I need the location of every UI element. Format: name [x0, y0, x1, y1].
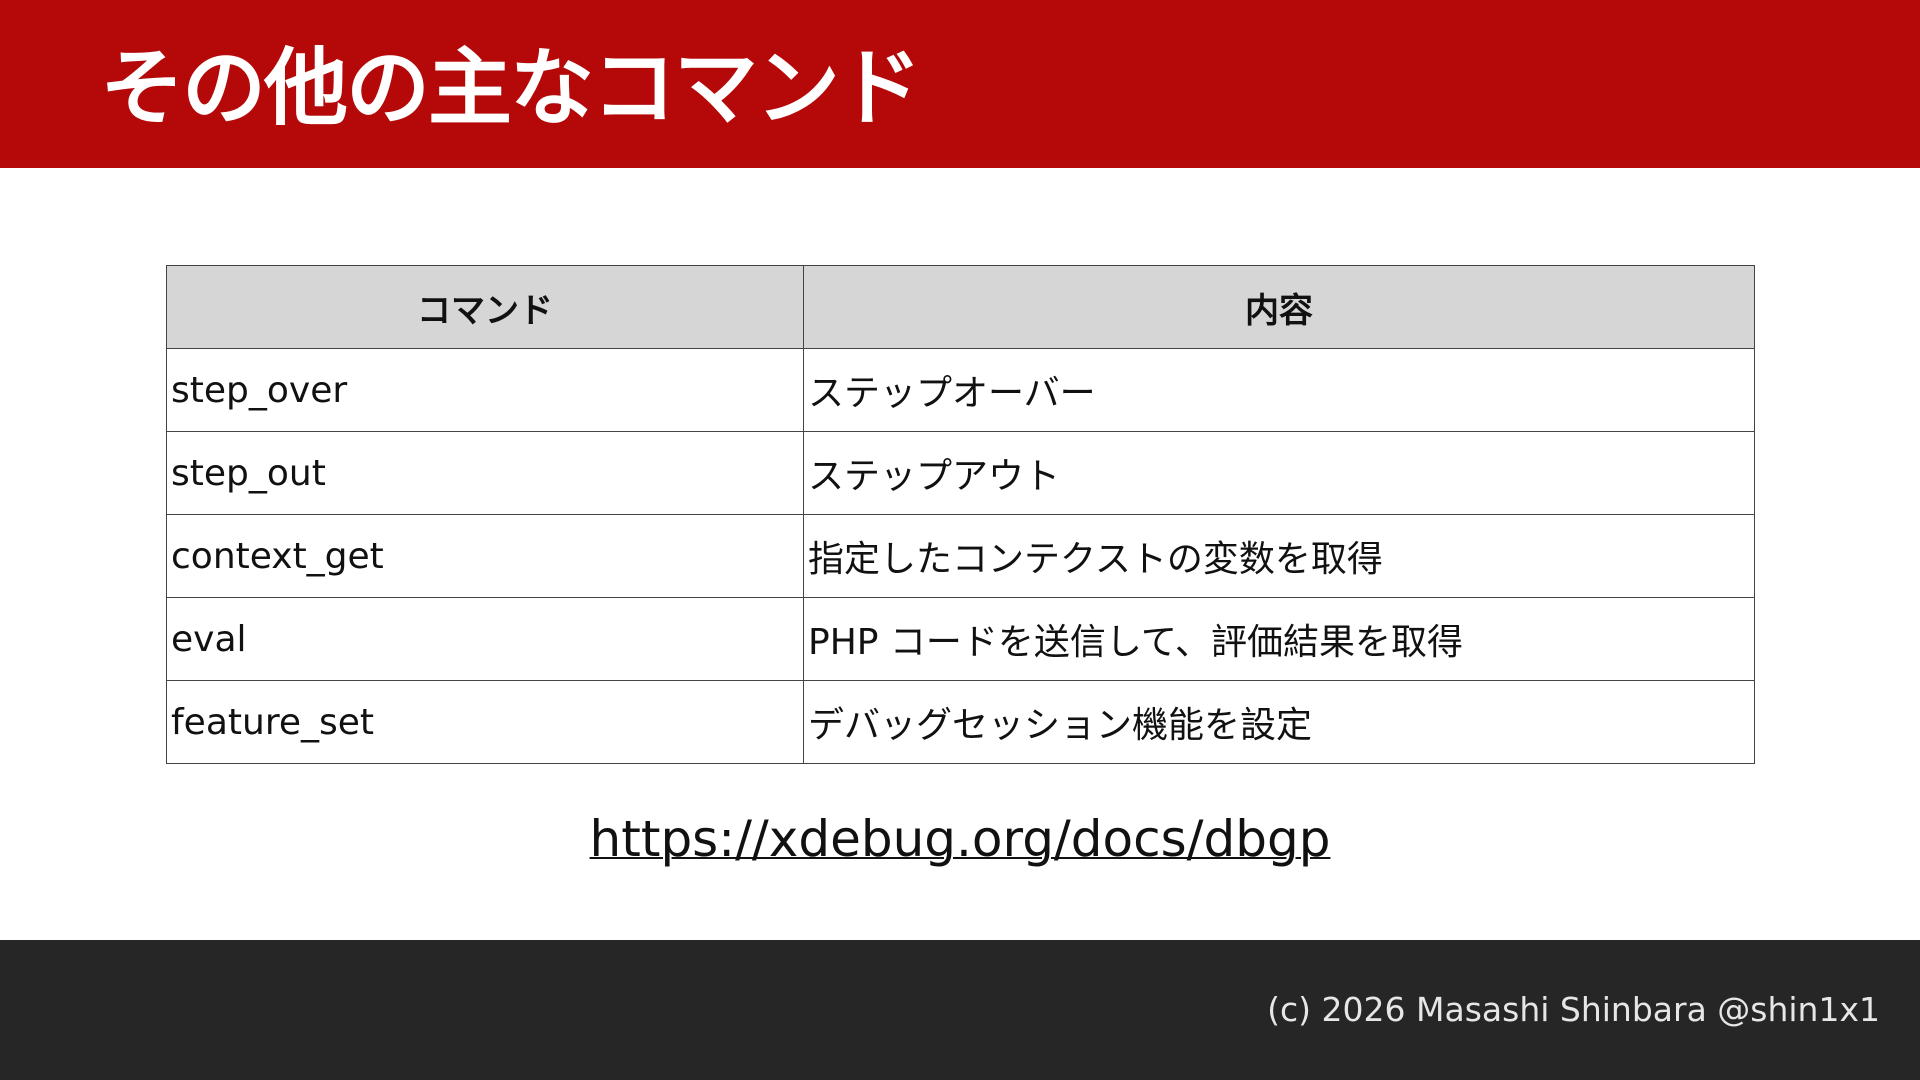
command-cell: context_get [166, 514, 804, 598]
footer: (c) 2026 Masashi Shinbara @shin1x1 [0, 940, 1920, 1080]
table-row: context_get 指定したコンテクストの変数を取得 [166, 514, 1755, 598]
table-row: step_over ステップオーバー [166, 348, 1755, 432]
command-cell: step_over [166, 348, 804, 432]
dbgp-docs-link[interactable]: https://xdebug.org/docs/dbgp [589, 810, 1331, 868]
commands-table: コマンド 内容 step_over ステップオーバー step_out ステップ… [166, 265, 1755, 764]
column-header-command: コマンド [166, 265, 804, 349]
reference-link-container: https://xdebug.org/docs/dbgp [0, 810, 1920, 868]
description-cell: PHP コードを送信して、評価結果を取得 [803, 597, 1755, 681]
table-row: step_out ステップアウト [166, 431, 1755, 515]
command-cell: feature_set [166, 680, 804, 764]
description-cell: ステップオーバー [803, 348, 1755, 432]
column-header-description: 内容 [803, 265, 1755, 349]
table-row: eval PHP コードを送信して、評価結果を取得 [166, 597, 1755, 681]
title-bar: その他の主なコマンド [0, 0, 1920, 168]
description-cell: ステップアウト [803, 431, 1755, 515]
description-cell: デバッグセッション機能を設定 [803, 680, 1755, 764]
table-header-row: コマンド 内容 [166, 265, 1755, 349]
copyright-text: (c) 2026 Masashi Shinbara @shin1x1 [1267, 990, 1880, 1029]
page-title: その他の主なコマンド [100, 39, 922, 137]
command-cell: eval [166, 597, 804, 681]
table-row: feature_set デバッグセッション機能を設定 [166, 680, 1755, 764]
command-cell: step_out [166, 431, 804, 515]
description-cell: 指定したコンテクストの変数を取得 [803, 514, 1755, 598]
